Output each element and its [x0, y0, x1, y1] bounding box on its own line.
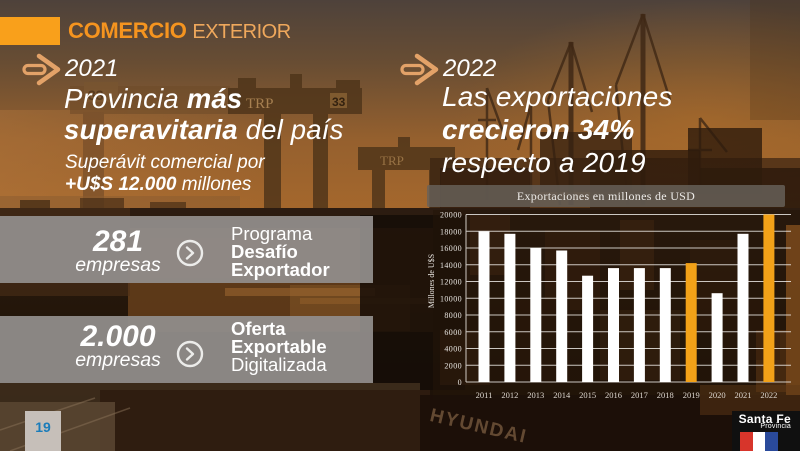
svg-text:14000: 14000	[440, 261, 462, 270]
svg-text:TRP: TRP	[380, 153, 404, 168]
svg-text:6000: 6000	[444, 328, 462, 337]
svg-text:2016: 2016	[605, 390, 622, 400]
svg-text:33: 33	[88, 87, 104, 103]
svg-text:2011: 2011	[476, 390, 493, 400]
svg-text:2021: 2021	[735, 390, 752, 400]
svg-text:2012: 2012	[501, 390, 518, 400]
svg-text:8000: 8000	[444, 311, 462, 320]
svg-text:16000: 16000	[440, 244, 462, 253]
svg-text:2000: 2000	[444, 361, 462, 370]
svg-text:10000: 10000	[440, 294, 462, 303]
svg-text:2017: 2017	[631, 390, 648, 400]
svg-text:2019: 2019	[683, 390, 700, 400]
svg-text:12000: 12000	[440, 278, 462, 287]
svg-text:2020: 2020	[709, 390, 726, 400]
svg-text:2013: 2013	[527, 390, 544, 400]
svg-text:4000: 4000	[444, 345, 462, 354]
svg-text:2014: 2014	[553, 390, 571, 400]
svg-text:20000: 20000	[440, 211, 462, 220]
svg-text:0: 0	[458, 378, 462, 387]
svg-text:TRP: TRP	[246, 96, 274, 112]
svg-text:33: 33	[332, 95, 346, 109]
svg-text:18000: 18000	[440, 227, 462, 236]
svg-text:2015: 2015	[579, 390, 596, 400]
svg-text:2018: 2018	[657, 390, 674, 400]
svg-text:Millones de U$S: Millones de U$S	[427, 254, 436, 308]
svg-text:2022: 2022	[760, 390, 777, 400]
